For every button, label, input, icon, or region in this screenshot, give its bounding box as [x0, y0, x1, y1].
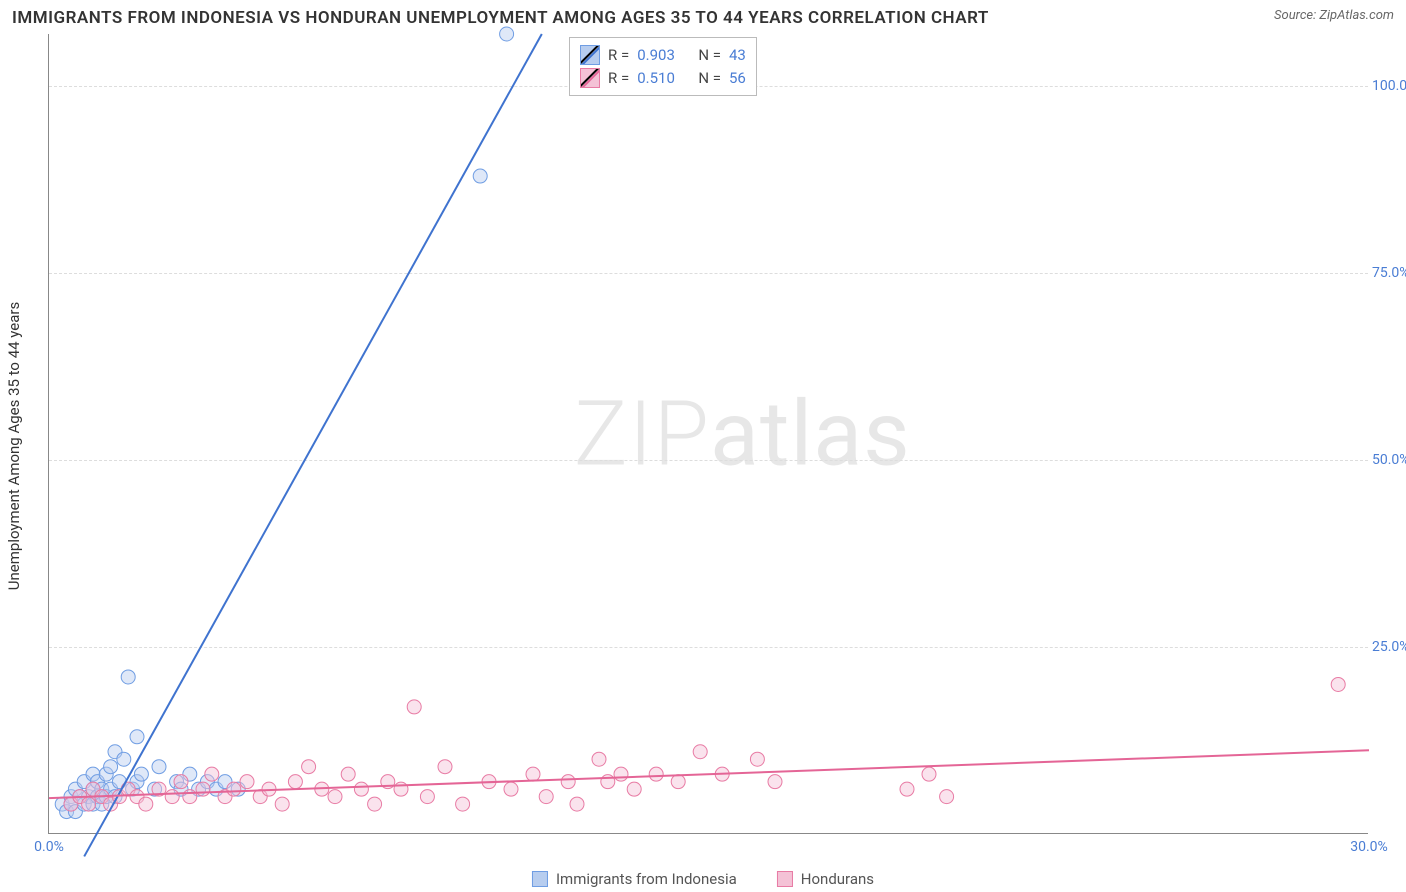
source-label: Source: ZipAtlas.com: [1274, 8, 1394, 23]
scatter-svg: [49, 34, 1368, 833]
y-axis-title: Unemployment Among Ages 35 to 44 years: [5, 302, 23, 590]
legend: Immigrants from Indonesia Hondurans: [532, 870, 874, 888]
y-tick-label: 100.0%: [1372, 78, 1406, 94]
y-tick-label: 75.0%: [1372, 265, 1406, 281]
y-tick-label: 50.0%: [1372, 452, 1406, 468]
legend-item-indonesia: Immigrants from Indonesia: [532, 870, 737, 888]
chart-title: IMMIGRANTS FROM INDONESIA VS HONDURAN UN…: [12, 8, 989, 28]
legend-swatch-hondurans: [777, 871, 793, 887]
legend-item-hondurans: Hondurans: [777, 870, 874, 888]
x-tick-label: 0.0%: [34, 839, 64, 855]
plot-area: ZIPatlas R =0.903 N =43R =0.510 N =56 25…: [48, 34, 1368, 834]
legend-label-indonesia: Immigrants from Indonesia: [556, 870, 737, 888]
stats-row: R =0.510 N =56: [580, 67, 746, 90]
stats-row: R =0.903 N =43: [580, 44, 746, 67]
correlation-stats-box: R =0.903 N =43R =0.510 N =56: [569, 37, 757, 96]
legend-swatch-indonesia: [532, 871, 548, 887]
legend-label-hondurans: Hondurans: [801, 870, 874, 888]
x-tick-label: 30.0%: [1350, 839, 1388, 855]
y-tick-label: 25.0%: [1372, 639, 1406, 655]
